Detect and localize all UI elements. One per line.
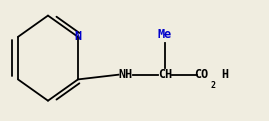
Text: NH: NH	[118, 68, 132, 81]
Text: 2: 2	[211, 81, 215, 90]
Text: CH: CH	[158, 68, 172, 81]
Text: H: H	[221, 68, 229, 81]
Text: N: N	[75, 30, 82, 43]
Text: Me: Me	[158, 28, 172, 41]
Text: CO: CO	[194, 68, 208, 81]
